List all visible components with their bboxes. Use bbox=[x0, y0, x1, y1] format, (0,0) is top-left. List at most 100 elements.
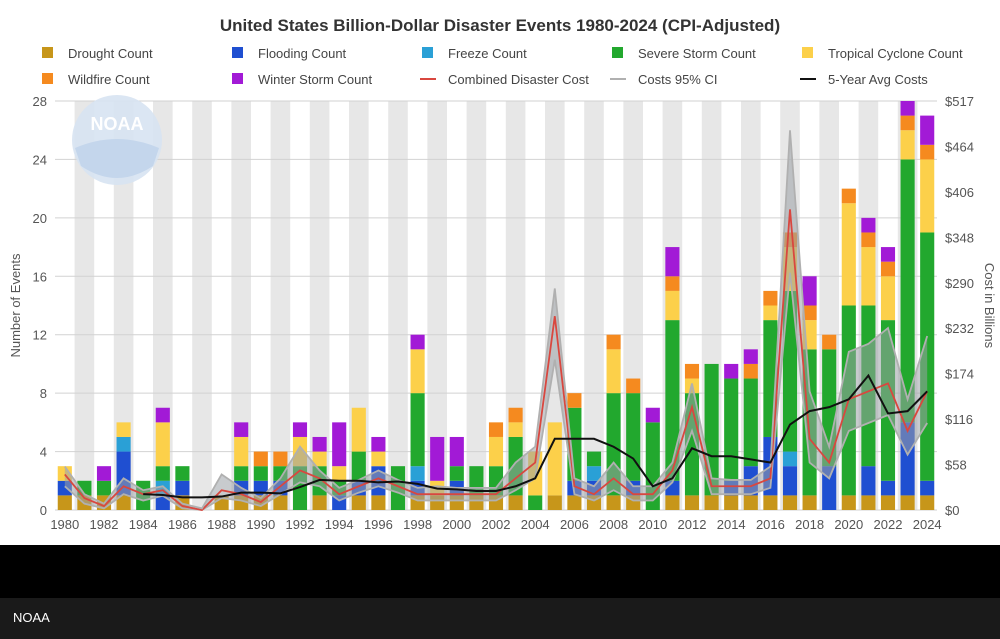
x-tick-label: 2000 bbox=[442, 517, 471, 532]
legend-label-wildfire-count: Wildfire Count bbox=[68, 72, 150, 87]
bar-wildfire-count1990 bbox=[253, 451, 268, 467]
band-stripe bbox=[427, 101, 447, 510]
line-5-year-avg-costs bbox=[143, 373, 928, 499]
bar-winter-storm-count2010 bbox=[645, 407, 660, 423]
bar-severe-storm-count2000 bbox=[449, 466, 464, 481]
bar-winter-storm-count2000 bbox=[449, 436, 464, 467]
bar-winter-storm-count1985 bbox=[155, 407, 170, 423]
bar-severe-storm-count1982 bbox=[96, 480, 112, 496]
x-tick-label: 1998 bbox=[403, 517, 432, 532]
x-tick-label: 1980 bbox=[50, 517, 79, 532]
bar-winter-storm-count1998 bbox=[410, 334, 425, 350]
bar-winter-storm-count1994 bbox=[332, 422, 347, 467]
bar-tropical-cyclone-count2022 bbox=[880, 276, 896, 321]
bar-drought-count2016 bbox=[763, 495, 778, 510]
bar-tropical-cyclone-count2005 bbox=[547, 422, 562, 496]
bar-drought-count2013 bbox=[704, 495, 719, 510]
y2-tick-label: $0 bbox=[945, 503, 959, 518]
bar-severe-storm-count2015 bbox=[743, 378, 758, 467]
bar-tropical-cyclone-count2003 bbox=[508, 422, 523, 437]
bar-drought-count2023 bbox=[900, 495, 915, 510]
legend-label-tropical-cyclone-count: Tropical Cyclone Count bbox=[828, 46, 963, 61]
bar-wildfire-count2006 bbox=[567, 393, 582, 408]
bar-flooding-count2019 bbox=[822, 466, 837, 510]
noaa-watermark-text: NOAA bbox=[91, 114, 144, 134]
legend-label-flooding-count: Flooding Count bbox=[258, 46, 347, 61]
legend-swatch-wildfire-count bbox=[42, 73, 53, 84]
bar-drought-count2003 bbox=[508, 495, 523, 510]
x-tick-label: 1982 bbox=[90, 517, 119, 532]
bar-severe-storm-count2007 bbox=[586, 451, 602, 467]
bar-drought-count1991 bbox=[273, 495, 288, 510]
legend-label-5-year-avg-costs: 5-Year Avg Costs bbox=[828, 72, 928, 87]
bar-drought-count1993 bbox=[312, 495, 327, 510]
band-stripe bbox=[309, 101, 330, 510]
bar-drought-count2006 bbox=[567, 495, 582, 510]
band-stripe bbox=[74, 101, 95, 510]
y2-tick-label: $232 bbox=[945, 321, 974, 336]
legend-label-winter-storm-count: Winter Storm Count bbox=[258, 72, 373, 87]
y-tick-label: 20 bbox=[33, 211, 47, 226]
bar-tropical-cyclone-count2021 bbox=[861, 247, 876, 306]
bar-drought-count2024 bbox=[920, 495, 935, 510]
bar-wildfire-count2024 bbox=[920, 144, 935, 160]
chart-panel: United States Billion-Dollar Disaster Ev… bbox=[0, 0, 1000, 545]
bar-winter-storm-count2014 bbox=[724, 363, 739, 379]
bar-tropical-cyclone-count1985 bbox=[155, 422, 170, 467]
legend-label-combined-disaster-cost: Combined Disaster Cost bbox=[448, 72, 589, 87]
x-tick-label: 2006 bbox=[560, 517, 589, 532]
bar-tropical-cyclone-count2020 bbox=[841, 203, 856, 306]
bar-wildfire-count2011 bbox=[665, 276, 680, 291]
bar-winter-storm-count1982 bbox=[96, 466, 112, 481]
legend-label-drought-count: Drought Count bbox=[68, 46, 153, 61]
bar-winter-storm-count2015 bbox=[743, 349, 758, 364]
y2-tick-label: $406 bbox=[945, 185, 974, 200]
bar-drought-count2012 bbox=[684, 495, 700, 510]
band-stripe bbox=[231, 101, 251, 510]
bar-severe-storm-count1986 bbox=[175, 466, 190, 481]
bar-tropical-cyclone-count2024 bbox=[920, 159, 935, 233]
x-tick-label: 1986 bbox=[168, 517, 197, 532]
bar-wildfire-count2015 bbox=[743, 363, 758, 379]
bar-wildfire-count2016 bbox=[763, 290, 778, 306]
bar-drought-count1996 bbox=[371, 495, 386, 510]
y-tick-label: 12 bbox=[33, 328, 47, 343]
bar-drought-count2021 bbox=[861, 495, 876, 510]
x-tick-label: 2022 bbox=[874, 517, 903, 532]
bar-wildfire-count2012 bbox=[684, 363, 700, 379]
x-tick-label: 2004 bbox=[521, 517, 550, 532]
band-stripe bbox=[192, 101, 212, 510]
bar-severe-storm-count2009 bbox=[626, 393, 641, 481]
bar-flooding-count1986 bbox=[175, 480, 190, 496]
y-tick-label: 8 bbox=[40, 386, 47, 401]
y2-tick-label: $116 bbox=[945, 412, 973, 427]
bar-tropical-cyclone-count2016 bbox=[763, 305, 778, 321]
disaster-chart: United States Billion-Dollar Disaster Ev… bbox=[8, 16, 997, 532]
bar-flooding-count2017 bbox=[782, 466, 798, 496]
bar-winter-storm-count2023 bbox=[900, 101, 915, 116]
bar-winter-storm-count1993 bbox=[312, 436, 327, 452]
y2-tick-label: $517 bbox=[945, 94, 974, 109]
bar-tropical-cyclone-count1993 bbox=[312, 451, 327, 467]
legend-label-costs-95-ci: Costs 95% CI bbox=[638, 72, 717, 87]
x-tick-label: 1984 bbox=[129, 517, 158, 532]
bar-drought-count2018 bbox=[802, 495, 817, 510]
bar-wildfire-count2008 bbox=[606, 334, 621, 350]
bar-drought-count2008 bbox=[606, 495, 621, 510]
bar-severe-storm-count1998 bbox=[410, 393, 425, 467]
y-tick-label: 24 bbox=[33, 152, 47, 167]
bar-wildfire-count2009 bbox=[626, 378, 641, 394]
bar-flooding-count2021 bbox=[861, 466, 876, 496]
bar-wildfire-count2002 bbox=[488, 422, 504, 437]
bar-tropical-cyclone-count1994 bbox=[332, 466, 347, 481]
bar-drought-count1995 bbox=[351, 495, 366, 510]
band-stripe bbox=[584, 101, 604, 510]
bar-drought-count2014 bbox=[724, 495, 739, 510]
legend-swatch-severe-storm-count bbox=[612, 47, 623, 58]
y2-tick-label: $174 bbox=[945, 367, 974, 382]
x-tick-label: 2018 bbox=[795, 517, 824, 532]
bar-severe-storm-count2014 bbox=[724, 378, 739, 481]
band-stripe bbox=[113, 101, 134, 510]
legend-swatch-tropical-cyclone-count bbox=[802, 47, 813, 58]
bar-freeze-count1983 bbox=[116, 436, 131, 452]
